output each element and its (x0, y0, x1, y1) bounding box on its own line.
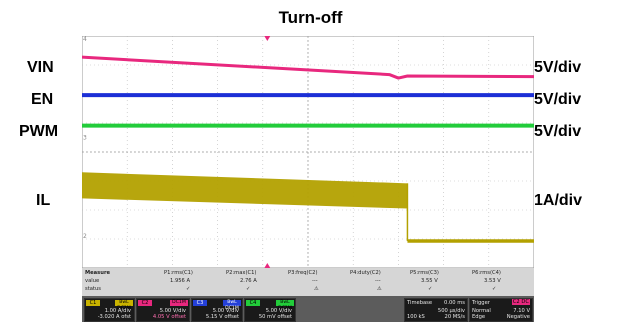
measure-col-name: P5:rms(C3) (410, 270, 439, 276)
measure-col-value: 2.76 A (240, 278, 257, 284)
measure-col-name: P2:max(C1) (226, 270, 257, 276)
channel-tag: C3 (193, 300, 207, 306)
measure-col-status: ✓ (428, 286, 433, 292)
channel-coupling: DC1M (170, 300, 188, 306)
ground-marker-label: 4 (83, 36, 87, 43)
channel-box-c1[interactable]: C1 BwL DC1M 1.00 A/div -3.020 A ofst (84, 298, 135, 322)
measure-col-name: P6:rms(C4) (472, 270, 501, 276)
trigger-slope: Negative (506, 314, 530, 320)
timebase-rate: 20 MS/s (444, 314, 465, 320)
timebase-per-div: 500 µs/div (437, 308, 465, 314)
channel-tag: C2 (138, 300, 152, 306)
channel-tag: C4 (246, 300, 260, 306)
trigger-marker-bottom (264, 263, 271, 268)
channel-scale: 5.00 V/div (212, 308, 239, 314)
label-en: EN (31, 91, 54, 108)
scope-plot: 4 3 2 (82, 36, 534, 268)
trigger-marker-top (264, 36, 271, 41)
ground-marker-label: 2 (83, 233, 87, 240)
label-vin: VIN (27, 59, 54, 76)
scale-il: 1A/div (534, 192, 583, 209)
channel-scale: 5.00 V/div (265, 308, 292, 314)
measure-col-status: ✓ (492, 286, 497, 292)
measure-col-value: --- (312, 278, 318, 284)
trigger-level: 7.10 V (513, 308, 530, 314)
label-il: IL (36, 192, 51, 209)
measure-col-value: 3.55 V (421, 278, 438, 284)
measure-row-value: value (85, 278, 100, 284)
channel-offset: 5.15 V offset (205, 314, 239, 320)
measure-col-value: --- (375, 278, 381, 284)
series-vin (82, 55, 534, 80)
channel-tag: C1 (86, 300, 100, 306)
measure-col-status: ✓ (246, 286, 251, 292)
series-il-ripple-band (82, 172, 408, 209)
channel-box-c4[interactable]: C4 BwL DC1M 5.00 V/div 50 mV offset (244, 298, 296, 322)
timebase-samples: 100 kS (407, 314, 425, 320)
ground-marker-label: 3 (83, 135, 87, 142)
channel-scale: 1.00 A/div (104, 308, 131, 314)
measure-header: Measure (85, 270, 111, 276)
chart-title: Turn-off (278, 8, 343, 27)
measure-col-name: P4:duty(C2) (350, 270, 381, 276)
channel-bar: C1 BwL DC1M 1.00 A/div -3.020 A ofst C2 … (82, 296, 534, 322)
measure-col-name: P1:rms(C1) (164, 270, 193, 276)
trigger-channel: C2 DC (511, 299, 530, 305)
measure-col-status: ⚠ (314, 286, 319, 292)
measure-col-value: 1.956 A (170, 278, 191, 284)
timebase-box[interactable]: Timebase 0.00 ms 500 µs/div 100 kS 20 MS… (404, 298, 468, 322)
channel-offset: 4.05 V offset (152, 314, 186, 320)
measure-panel: Measure value status P1:rms(C1) 1.956 A … (82, 268, 534, 296)
channel-offset: -3.020 A ofst (97, 314, 131, 320)
channel-coupling: BwL DC1M (223, 300, 241, 311)
scale-en: 5V/div (534, 91, 582, 108)
trigger-box[interactable]: Trigger C2 DC Normal 7.10 V Edge Negativ… (469, 298, 533, 322)
timebase-label: Timebase (407, 300, 433, 306)
trigger-label: Trigger (472, 300, 490, 306)
measure-col-name: P3:freq(C2) (288, 270, 318, 276)
label-pwm: PWM (19, 123, 59, 140)
scale-vin: 5V/div (534, 59, 582, 76)
channel-box-c2[interactable]: C2 DC1M 5.00 V/div 4.05 V offset (136, 298, 190, 322)
measure-col-status: ✓ (186, 286, 191, 292)
scale-pwm: 5V/div (534, 123, 582, 140)
trigger-mode: Normal (472, 308, 491, 314)
measure-col-status: ⚠ (377, 286, 382, 292)
channel-coupling: BwL DC1M (276, 300, 294, 311)
channel-coupling: BwL DC1M (115, 300, 133, 311)
trigger-type: Edge (472, 314, 486, 320)
channel-offset: 50 mV offset (258, 314, 292, 320)
timebase-delay: 0.00 ms (444, 300, 465, 306)
measure-row-status: status (85, 286, 101, 292)
channel-scale: 5.00 V/div (159, 308, 186, 314)
channel-box-c3[interactable]: C3 BwL DC1M 5.00 V/div 5.15 V offset (191, 298, 243, 322)
measure-col-value: 3.53 V (484, 278, 501, 284)
